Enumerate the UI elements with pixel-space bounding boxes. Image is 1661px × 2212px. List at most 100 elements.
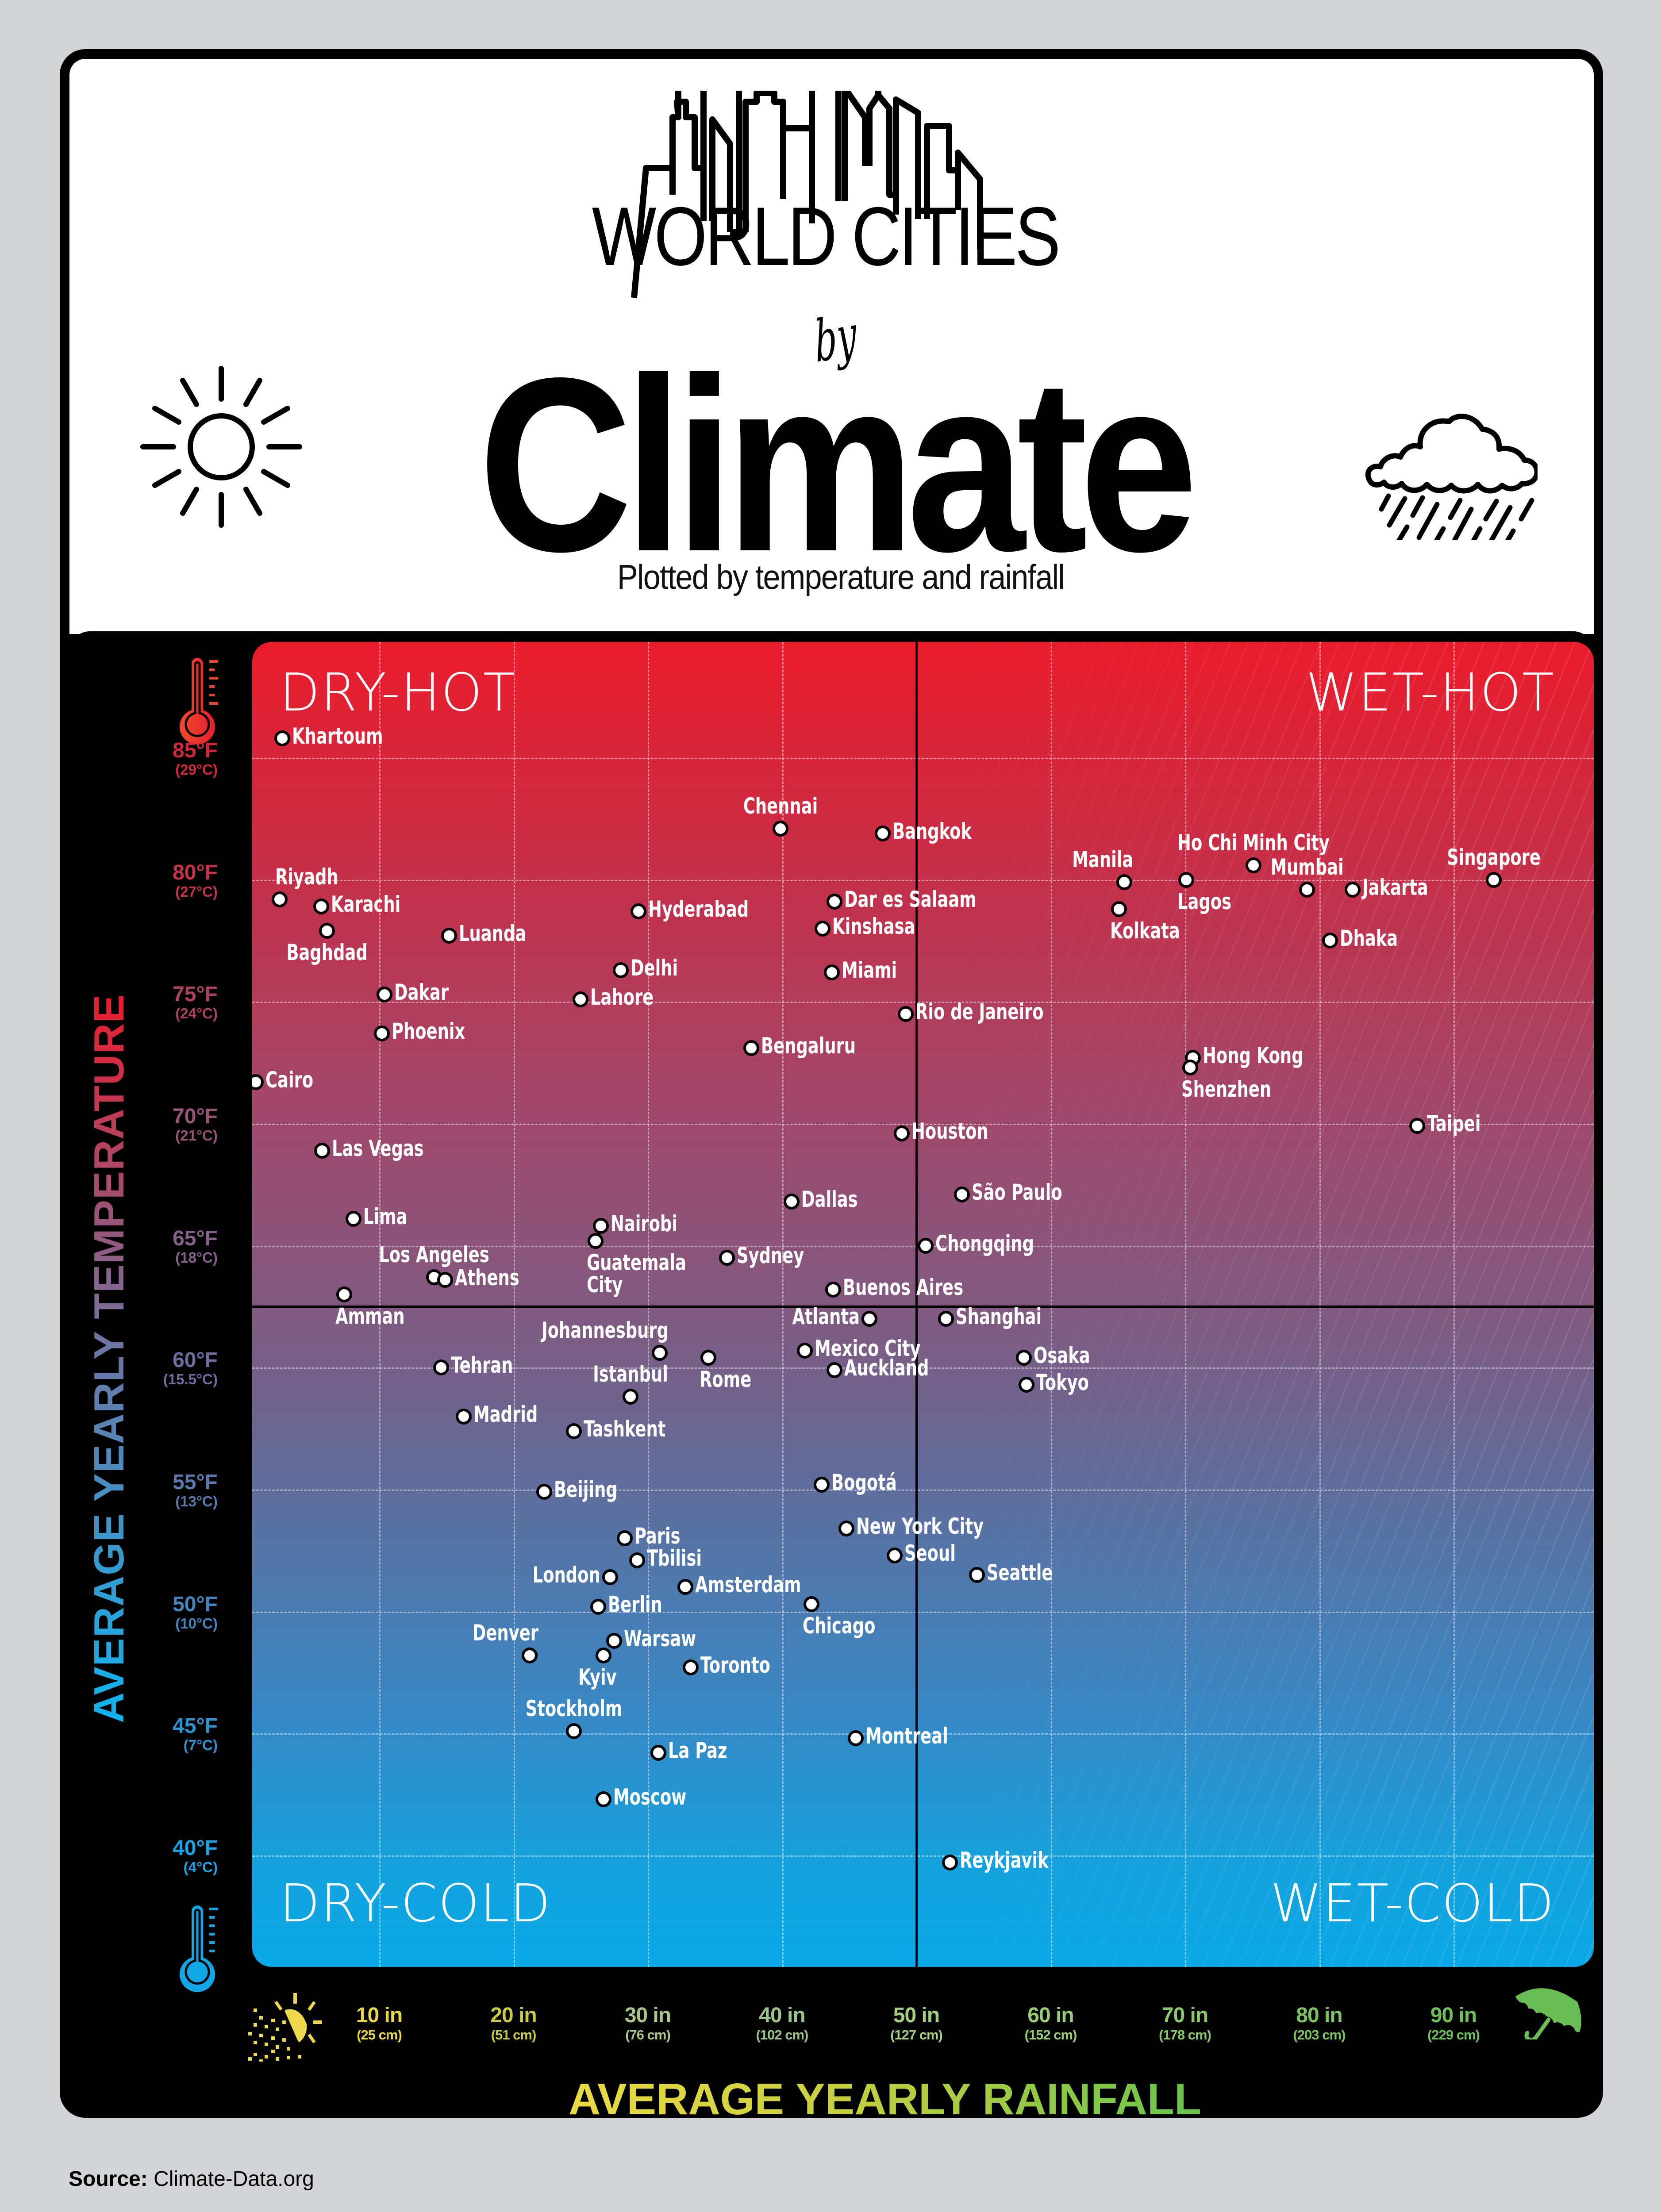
quadrant-label-dry-hot: DRY-HOT (280, 662, 516, 723)
city-marker[interactable] (536, 1484, 553, 1500)
city-marker[interactable] (374, 1025, 390, 1041)
city-marker[interactable] (377, 986, 393, 1002)
city-marker[interactable] (848, 1730, 864, 1747)
city-marker[interactable] (893, 1125, 910, 1141)
city-marker[interactable] (456, 1408, 472, 1425)
city-marker[interactable] (336, 1286, 353, 1302)
city-marker[interactable] (826, 1362, 842, 1378)
city-marker[interactable] (825, 1281, 841, 1298)
city-marker[interactable] (823, 964, 840, 981)
city-marker[interactable] (606, 1632, 623, 1649)
city-marker[interactable] (897, 1006, 914, 1022)
city-marker[interactable] (700, 1350, 716, 1366)
city-marker[interactable] (613, 962, 629, 978)
city-marker[interactable] (573, 991, 589, 1007)
city-label: Lima (363, 1203, 408, 1229)
city-label: Dallas (801, 1187, 858, 1213)
city-marker[interactable] (587, 1233, 604, 1249)
city-marker[interactable] (1345, 881, 1361, 898)
city-marker[interactable] (590, 1598, 606, 1615)
city-label: Guatemala City (586, 1249, 686, 1298)
city-marker[interactable] (1178, 872, 1195, 888)
title-climate: Climate (478, 326, 1198, 603)
city-marker[interactable] (252, 1074, 264, 1091)
city-marker[interactable] (521, 1647, 538, 1663)
city-marker[interactable] (441, 928, 457, 944)
city-marker[interactable] (804, 1596, 820, 1612)
city-marker[interactable] (743, 1040, 759, 1056)
city-marker[interactable] (314, 1142, 330, 1159)
city-marker[interactable] (602, 1569, 619, 1586)
city-marker[interactable] (595, 1647, 611, 1663)
city-marker[interactable] (652, 1345, 668, 1361)
city-marker[interactable] (814, 920, 830, 937)
x-tick-label: 10 in (25 cm) (356, 2004, 403, 2043)
x-tick-label: 50 in (127 cm) (890, 2004, 943, 2043)
city-label: Tehran (450, 1352, 513, 1379)
city-label: Mexico City (815, 1335, 921, 1361)
city-marker[interactable] (861, 1310, 877, 1327)
city-marker[interactable] (346, 1210, 362, 1227)
city-label: Kinshasa (832, 913, 915, 939)
city-marker[interactable] (814, 1476, 830, 1493)
city-marker[interactable] (969, 1567, 985, 1583)
city-marker[interactable] (617, 1530, 633, 1547)
gridline-y (252, 1123, 1594, 1125)
gridline-y (252, 758, 1594, 759)
gridline-x (782, 642, 784, 1967)
city-marker[interactable] (1111, 901, 1127, 917)
city-marker[interactable] (677, 1579, 693, 1595)
city-marker[interactable] (650, 1745, 667, 1761)
divider-temperature (252, 1306, 1594, 1308)
city-marker[interactable] (887, 1547, 903, 1563)
city-marker[interactable] (566, 1423, 582, 1439)
city-marker[interactable] (1116, 874, 1133, 891)
city-marker[interactable] (918, 1237, 934, 1254)
city-label: Auckland (844, 1355, 929, 1381)
city-marker[interactable] (1015, 1350, 1032, 1366)
city-label: Toronto (700, 1652, 770, 1678)
quadrant-label-dry-cold: DRY-COLD (280, 1873, 551, 1934)
city-marker[interactable] (797, 1342, 813, 1359)
city-marker[interactable] (719, 1250, 735, 1266)
city-marker[interactable] (592, 1218, 609, 1234)
city-marker[interactable] (595, 1791, 611, 1808)
city-marker[interactable] (319, 923, 335, 939)
y-tick-label: 85°F (29°C) (173, 739, 218, 778)
city-marker[interactable] (630, 903, 646, 920)
city-marker[interactable] (274, 730, 291, 746)
city-label: Paris (634, 1523, 681, 1549)
city-marker[interactable] (838, 1521, 855, 1537)
city-label: Lagos (1177, 888, 1232, 914)
city-marker[interactable] (1018, 1376, 1034, 1393)
city-marker[interactable] (1409, 1118, 1426, 1134)
y-tick-label: 70°F (21°C) (173, 1104, 218, 1144)
gridline-x (648, 642, 649, 1967)
city-marker[interactable] (954, 1186, 970, 1202)
city-label: Beijing (554, 1477, 618, 1503)
city-marker[interactable] (437, 1271, 453, 1288)
source-link[interactable]: Climate-Data.org (154, 2167, 314, 2191)
city-marker[interactable] (629, 1552, 645, 1568)
city-marker[interactable] (272, 891, 288, 907)
city-marker[interactable] (683, 1659, 699, 1676)
city-marker[interactable] (1182, 1060, 1199, 1076)
city-marker[interactable] (1322, 933, 1338, 949)
city-label: Warsaw (624, 1625, 696, 1651)
city-label: Buenos Aires (842, 1274, 964, 1300)
city-marker[interactable] (773, 820, 789, 837)
city-marker[interactable] (1299, 881, 1315, 898)
city-marker[interactable] (942, 1855, 958, 1871)
city-marker[interactable] (566, 1723, 582, 1739)
city-marker[interactable] (313, 899, 330, 915)
city-marker[interactable] (1245, 857, 1261, 873)
city-marker[interactable] (826, 894, 842, 910)
city-marker[interactable] (622, 1389, 638, 1405)
city-marker[interactable] (433, 1359, 449, 1376)
city-marker[interactable] (938, 1310, 954, 1327)
city-label: Taipei (1427, 1111, 1481, 1137)
city-marker[interactable] (783, 1194, 800, 1210)
city-marker[interactable] (1486, 872, 1502, 888)
city-label: Jakarta (1362, 874, 1429, 900)
city-marker[interactable] (875, 825, 891, 841)
